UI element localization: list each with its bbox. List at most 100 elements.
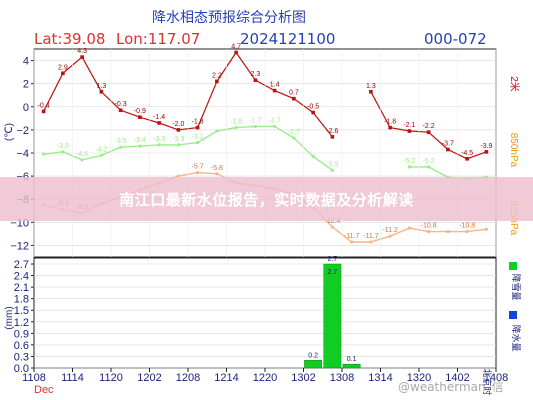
data-label-temp2m: -1.8 xyxy=(192,119,204,126)
legend-snow-label: 降水量 xyxy=(511,324,522,351)
precip-bar-inner-label: 2.7 xyxy=(328,269,338,276)
data-label-t925: -5.8 xyxy=(211,165,223,172)
x-tick-label: 1208 xyxy=(176,372,200,384)
data-label-temp2m: -0.3 xyxy=(115,101,127,108)
precip-bars: 0.2 2.7 2.7 0.1 xyxy=(304,256,361,369)
point-t925 xyxy=(330,225,334,229)
data-label-t925: -10.8 xyxy=(459,223,475,230)
point-temp2m xyxy=(138,115,142,119)
lower-y-tick-label: 2.4 xyxy=(14,271,29,283)
point-t925 xyxy=(369,240,373,244)
data-label-temp2m: -2.2 xyxy=(423,123,435,130)
data-label-temp2m: -3.7 xyxy=(442,141,454,148)
point-t850 xyxy=(119,145,123,149)
point-t850 xyxy=(42,152,46,156)
point-t925 xyxy=(196,171,200,175)
point-temp2m xyxy=(215,79,219,84)
lower-y-tick-label: 2.7 xyxy=(14,259,29,271)
data-label-temp2m: -0.9 xyxy=(134,108,146,115)
upper-y-tick-label: 4 xyxy=(23,56,29,68)
data-label-t850: -1.7 xyxy=(269,117,281,124)
lower-y-tick-label: 0.3 xyxy=(14,351,29,363)
point-temp2m xyxy=(99,89,104,94)
point-temp2m xyxy=(426,130,431,134)
point-temp2m xyxy=(292,96,296,101)
data-label-temp2m: -1.4 xyxy=(153,114,165,121)
data-label-temp2m: -1.8 xyxy=(384,119,396,126)
x-axis: 1108 1114 1120 1202 1208 1214 1220 1302 1308 1314… xyxy=(22,49,508,384)
datetime-readout: 2024121100 xyxy=(240,30,335,48)
lon-readout: Lon:117.07 xyxy=(116,30,200,48)
data-label-temp2m: 0.7 xyxy=(289,90,299,97)
lower-y-tick-label: 1.2 xyxy=(14,317,29,329)
point-temp2m xyxy=(446,147,450,152)
upper-y-tick-label: 0 xyxy=(23,102,29,114)
data-label-t925: -10.8 xyxy=(421,223,437,230)
x-tick-label: 1120 xyxy=(99,372,123,384)
point-temp2m xyxy=(157,121,161,125)
data-label-t850: -3.3 xyxy=(153,136,165,143)
point-temp2m xyxy=(407,129,412,133)
point-temp2m xyxy=(388,125,392,130)
data-label-t850: -5.5 xyxy=(326,161,338,168)
data-label-temp2m: 1.3 xyxy=(97,83,107,90)
point-t850 xyxy=(253,124,257,129)
point-t850 xyxy=(138,144,142,148)
point-temp2m xyxy=(465,156,469,161)
lower-y-tick-label: 0.6 xyxy=(14,340,29,352)
point-t850 xyxy=(330,168,334,172)
data-label-t925: -11.7 xyxy=(344,233,360,240)
point-t850 xyxy=(273,124,277,129)
upper-y-tick-label: 2 xyxy=(23,79,29,91)
point-t850 xyxy=(292,136,296,140)
data-label-temp2m: -2.0 xyxy=(172,121,184,128)
x-tick-label: 1108 xyxy=(22,372,46,384)
data-label-t850: -3.3 xyxy=(172,136,184,143)
x-tick-label: 1202 xyxy=(137,372,161,384)
data-label-t850: -1.8 xyxy=(230,119,242,126)
right-label-2m: 2米 xyxy=(508,76,521,92)
x-tick-label: 1320 xyxy=(407,372,431,384)
point-temp2m xyxy=(311,110,315,115)
lower-grid: 2.72.42.11.81.51.20.90.60.30.0 xyxy=(14,259,496,375)
data-label-temp2m: 1.3 xyxy=(366,83,376,90)
point-temp2m xyxy=(176,128,181,132)
point-t925 xyxy=(176,174,180,178)
lower-y-tick-label: 2.1 xyxy=(14,282,29,294)
point-t850 xyxy=(427,165,431,169)
data-label-temp2m: -2.6 xyxy=(326,128,338,135)
point-temp2m xyxy=(118,108,123,113)
data-label-temp2m: 2.3 xyxy=(251,71,261,78)
data-label-t850: -4.2 xyxy=(95,146,107,153)
point-t850 xyxy=(215,129,219,133)
data-label-t850: -3.4 xyxy=(134,137,146,144)
point-temp2m xyxy=(61,71,65,76)
lower-y-tick-label: 0.9 xyxy=(14,328,29,340)
x-tick-label: 1408 xyxy=(484,372,508,384)
data-label-temp2m: 2.2 xyxy=(212,72,222,79)
point-temp2m xyxy=(195,125,200,130)
precip-bar-label: 2.7 xyxy=(328,256,338,263)
point-t925 xyxy=(465,229,469,234)
point-t925 xyxy=(446,229,450,234)
point-t850 xyxy=(311,154,315,159)
x-tick-label: 1114 xyxy=(61,372,84,384)
point-t925 xyxy=(427,229,431,234)
precip-bar-label: 0.2 xyxy=(308,352,318,359)
point-temp2m xyxy=(253,78,258,82)
data-label-t850: -4.6 xyxy=(76,151,88,158)
point-t850 xyxy=(157,143,161,147)
data-label-t850: -1.7 xyxy=(249,117,261,124)
watermark: @weatherman_信 xyxy=(398,380,504,394)
x-tick-label: 1308 xyxy=(330,372,354,384)
x-tick-label: 1314 xyxy=(368,372,392,384)
point-t925 xyxy=(388,234,392,238)
point-t850 xyxy=(80,158,84,162)
point-t925 xyxy=(484,227,488,231)
data-label-t925: -11.7 xyxy=(363,233,379,240)
point-temp2m xyxy=(41,109,46,114)
point-temp2m xyxy=(330,135,335,139)
lower-y-tick-label: 1.5 xyxy=(14,305,29,317)
point-temp2m xyxy=(272,88,277,93)
right-label-850: 850hPa xyxy=(508,133,519,168)
